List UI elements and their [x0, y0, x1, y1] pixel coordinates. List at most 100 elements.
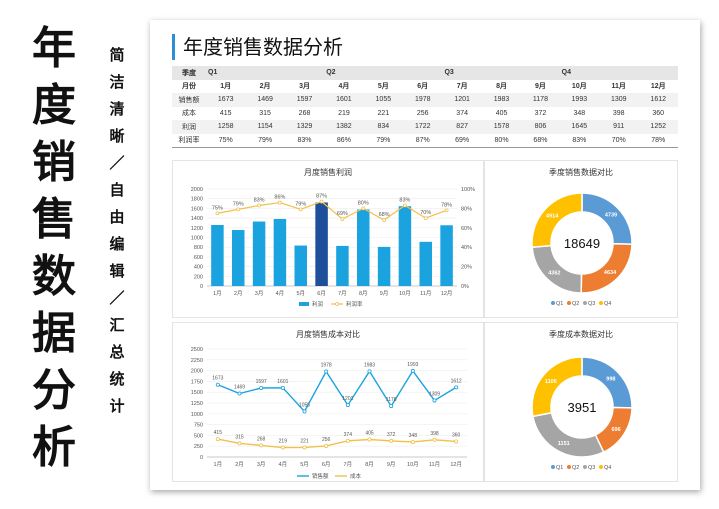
- profit-rate-point: [278, 200, 282, 205]
- data-point: [389, 404, 394, 409]
- y-tick-label: 1250: [191, 401, 203, 407]
- legend-label: Q2: [572, 301, 579, 307]
- donut-slice: [531, 356, 583, 418]
- data-point: [345, 438, 350, 443]
- y-tick-label: 250: [194, 444, 203, 450]
- poster-subtitle-char: 洁: [109, 73, 125, 91]
- table-cell: 1252: [638, 120, 678, 134]
- chart-title: 季度成本数据对比: [549, 330, 613, 339]
- table-cell: 69%: [442, 133, 482, 148]
- table-cell: 1601: [324, 93, 364, 107]
- profit-rate-point: [382, 218, 386, 222]
- y-tick-label: 1600: [191, 206, 203, 212]
- poster-title-char: 数: [32, 251, 76, 302]
- table-row: 销售额 1673 1469 1597 1601 1055 1978 1201 1983 1178 1…: [172, 93, 678, 107]
- table-cell: 68%: [521, 133, 560, 148]
- table-cell: [521, 66, 560, 80]
- data-label: 80%: [358, 200, 369, 206]
- table-row: 利润 1258 1154 1329 1382 834 1722 827 1578 806 1645 9…: [172, 120, 678, 134]
- quarter-sales-donut: 4739 4634 4362 4914 18649 Q1 Q2 Q3 Q4: [531, 192, 633, 307]
- data-label: 1055: [299, 402, 310, 408]
- y2-tick-label: 20%: [461, 265, 472, 271]
- table-cell: 1258: [206, 120, 246, 134]
- data-point: [410, 368, 415, 373]
- table-cell: 1578: [481, 120, 522, 134]
- profit-bar: [273, 218, 287, 286]
- data-point: [215, 382, 220, 387]
- poster-subtitle-char: 晰: [109, 127, 125, 145]
- data-point: [324, 369, 329, 374]
- table-cell: Q3: [442, 66, 482, 80]
- donut-slice: [531, 244, 583, 294]
- profit-bar: [232, 230, 245, 286]
- legend-label: Q1: [556, 465, 563, 471]
- legend-swatch: [583, 301, 587, 305]
- data-point: [367, 369, 372, 374]
- table-cell: 834: [363, 120, 404, 134]
- table-cell: 1612: [638, 93, 678, 107]
- profit-bar: [440, 225, 453, 286]
- data-point: [215, 437, 220, 442]
- data-label: 1983: [364, 362, 375, 368]
- table-cell: 70%: [599, 133, 639, 148]
- donut-slice: [531, 192, 583, 249]
- table-cell: 2月: [259, 83, 271, 91]
- poster-title-char: 年: [32, 23, 76, 74]
- table-cell: 221: [377, 109, 390, 117]
- table-cell: 79%: [363, 133, 404, 148]
- poster-subtitle-char: 总: [109, 343, 125, 361]
- poster-title-char: 度: [32, 80, 76, 131]
- table-cell: 83%: [284, 133, 325, 148]
- y-tick-label: 2000: [191, 187, 203, 193]
- y-tick-label: 200: [194, 274, 203, 280]
- data-point: [454, 385, 459, 390]
- table-cell: 4月: [338, 83, 350, 91]
- data-point: [432, 437, 437, 442]
- table-row: 季度 Q1 Q2 Q3 Q4: [172, 66, 678, 80]
- table-cell: 405: [495, 109, 508, 117]
- table-cell: 256: [416, 109, 429, 117]
- table-cell: [638, 66, 678, 80]
- poster-subtitle-char: 编: [109, 235, 125, 253]
- table-cell: 1382: [324, 120, 364, 134]
- table-cell: Q1: [206, 66, 246, 80]
- profit-rate-point: [215, 211, 220, 216]
- x-tick-label: 6月: [322, 461, 331, 468]
- data-label: 70%: [420, 210, 431, 216]
- data-label: 68%: [379, 212, 390, 218]
- table-cell: 1329: [284, 120, 325, 134]
- data-label: 1597: [256, 379, 267, 385]
- data-label: 1673: [212, 376, 223, 382]
- data-label: 398: [430, 431, 439, 437]
- table-cell: 87%: [403, 133, 443, 148]
- x-tick-label: 9月: [380, 290, 389, 297]
- x-tick-label: 5月: [296, 290, 305, 297]
- y-tick-label: 1000: [191, 412, 203, 418]
- y-tick-label: 1750: [191, 379, 203, 385]
- table-cell: 415: [219, 109, 232, 117]
- poster-title-char: 销: [32, 137, 76, 188]
- profit-rate-point: [319, 199, 324, 204]
- table-cell: 372: [534, 109, 547, 117]
- table-cell: 80%: [481, 133, 522, 148]
- quarter-cost-donut: 998 696 1151 1106 3951 Q1 Q2 Q3 Q4: [531, 356, 633, 471]
- data-point: [454, 439, 459, 444]
- sales-line: [217, 369, 457, 413]
- table-cell: 1055: [363, 93, 404, 107]
- table-cell: [481, 66, 522, 80]
- table-row: 月份 1月 2月 3月 4月 5月 6月 7月 8月 9月 10月 11月 12月: [172, 80, 678, 94]
- profit-rate-point: [361, 206, 366, 211]
- x-tick-label: 1月: [213, 290, 222, 297]
- sheet-title: 年度销售数据分析: [172, 34, 343, 60]
- table-row: 利润率 75% 79% 83% 86% 79% 87% 69% 80% 68% 83% 70% 78%: [172, 133, 678, 148]
- table-cell: 销售额: [172, 93, 206, 107]
- legend-swatch: [567, 301, 571, 305]
- x-tick-label: 11月: [429, 461, 440, 468]
- x-tick-label: 6月: [317, 290, 326, 297]
- data-label: 1978: [321, 363, 332, 369]
- data-label: 1309: [429, 391, 440, 397]
- legend-label: 销售额: [312, 472, 329, 480]
- data-label: 83%: [254, 197, 265, 203]
- data-point: [302, 445, 307, 450]
- y2-tick-label: 40%: [461, 245, 472, 251]
